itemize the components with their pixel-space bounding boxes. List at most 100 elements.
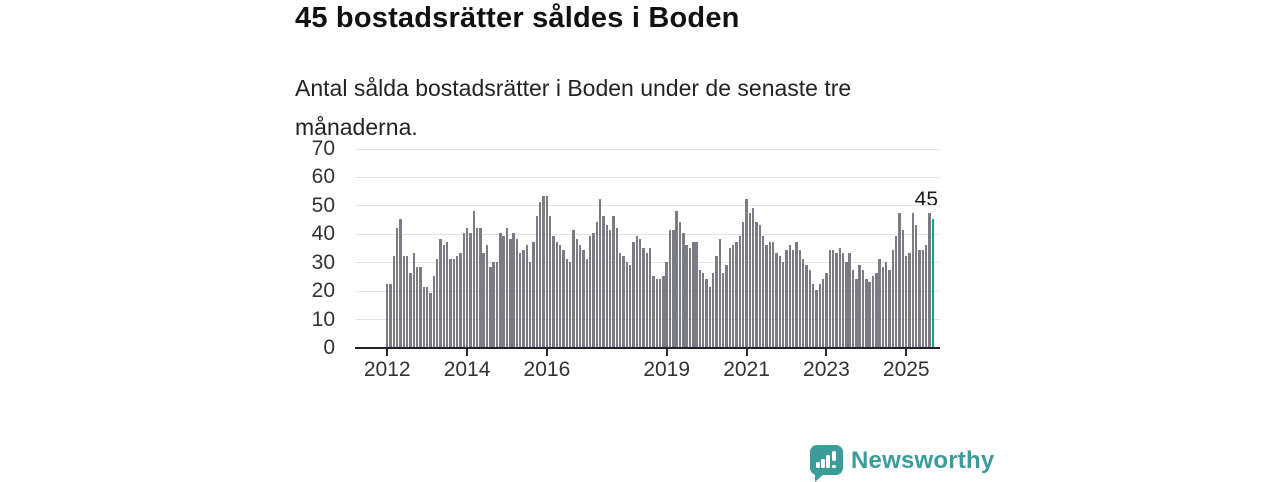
bar — [878, 258, 881, 347]
bar — [918, 250, 921, 347]
brand-name: Newsworthy — [851, 447, 995, 474]
bar — [838, 247, 841, 347]
bar — [682, 233, 685, 347]
x-axis-line — [355, 347, 940, 349]
bar — [811, 284, 815, 347]
bar — [818, 284, 821, 347]
bar — [505, 227, 509, 347]
bar — [399, 219, 402, 347]
logo-exclamation-dot — [832, 464, 836, 468]
logo-bar-large — [826, 455, 830, 468]
bar — [549, 216, 552, 347]
bar — [545, 196, 549, 347]
y-tick-label: 40 — [311, 222, 335, 246]
y-tick-label: 60 — [311, 165, 335, 189]
bar — [509, 238, 512, 347]
bar — [752, 207, 755, 347]
bar — [499, 233, 502, 347]
bar — [532, 241, 535, 347]
bar — [648, 247, 652, 347]
bar — [858, 264, 861, 347]
bar — [415, 267, 419, 347]
bar — [552, 236, 555, 347]
bar — [891, 250, 895, 347]
bar — [738, 236, 742, 347]
bar — [831, 250, 835, 347]
bar — [655, 278, 658, 347]
bar — [875, 273, 878, 347]
bar — [429, 293, 432, 347]
bar — [785, 250, 788, 347]
bar — [658, 278, 662, 347]
bar — [432, 275, 435, 347]
highlighted-bar — [931, 219, 935, 347]
bar — [801, 258, 805, 347]
logo-bar-medium — [821, 459, 825, 468]
x-tick — [665, 349, 668, 356]
bar — [572, 230, 575, 347]
bar — [708, 287, 712, 347]
bar — [555, 241, 559, 347]
bar — [925, 244, 928, 347]
x-tick-label: 2021 — [723, 358, 770, 381]
bar — [758, 224, 762, 347]
bar — [622, 256, 625, 347]
bar — [778, 256, 781, 347]
bar — [901, 230, 905, 347]
bar — [662, 275, 665, 347]
bar — [402, 256, 406, 347]
bar — [841, 253, 845, 347]
bar — [761, 236, 765, 347]
bar — [502, 236, 505, 347]
x-tick-label: 2016 — [523, 358, 571, 381]
bar — [608, 230, 612, 347]
bar — [422, 287, 425, 347]
bar — [665, 261, 668, 347]
bar — [808, 270, 811, 347]
bar — [881, 267, 885, 347]
gridline — [355, 148, 940, 150]
bar — [851, 270, 855, 347]
bar — [605, 224, 608, 347]
bar — [612, 216, 615, 347]
bar — [905, 256, 908, 347]
bar — [628, 264, 632, 347]
bar — [578, 244, 582, 347]
bar — [698, 270, 702, 347]
gridline — [355, 205, 940, 207]
bar — [712, 273, 715, 347]
bar — [718, 238, 722, 347]
bar — [865, 278, 868, 347]
bar — [845, 261, 848, 347]
x-tick-label: 2012 — [363, 358, 411, 381]
bar — [522, 250, 525, 347]
bar — [635, 236, 638, 347]
bar — [475, 227, 479, 347]
bar — [512, 233, 515, 347]
bar — [911, 213, 915, 347]
bar — [465, 227, 469, 347]
bar — [781, 261, 785, 347]
x-tick-label: 2019 — [643, 358, 691, 381]
bar — [595, 221, 598, 347]
bar — [439, 238, 442, 347]
bar — [542, 196, 545, 347]
last-value-label: 45 — [914, 188, 938, 211]
bar — [688, 247, 692, 347]
bar — [585, 258, 589, 347]
speech-bubble-tail — [815, 474, 824, 482]
bar — [425, 287, 429, 347]
bar-chart-speech-bubble-icon — [810, 445, 843, 475]
bar — [386, 284, 389, 347]
x-tick-label: 2023 — [803, 358, 850, 381]
bar — [705, 278, 708, 347]
bar — [748, 213, 752, 347]
x-tick — [466, 349, 469, 356]
x-tick-label: 2014 — [443, 358, 491, 381]
bar — [452, 258, 455, 347]
bar — [855, 278, 858, 347]
bar — [462, 233, 465, 347]
y-tick-label: 30 — [311, 250, 335, 274]
bar — [602, 216, 605, 347]
bar — [559, 244, 562, 347]
